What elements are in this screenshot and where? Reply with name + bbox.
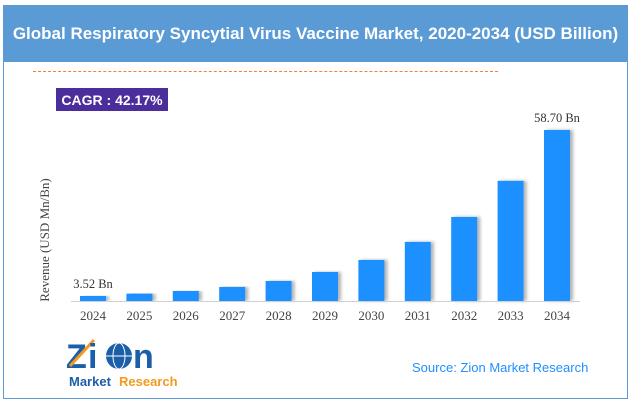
chart-frame — [3, 5, 628, 399]
bar-2025 — [126, 293, 153, 301]
bar-2029 — [312, 271, 338, 301]
data-label-2024: 3.52 Bn — [73, 277, 113, 291]
x-tick-label: 2026 — [173, 308, 200, 323]
svg-text:n: n — [133, 338, 154, 376]
x-tick-label: 2031 — [405, 308, 431, 323]
x-tick-label: 2025 — [126, 308, 152, 323]
x-tick-label: 2024 — [80, 308, 107, 323]
bar-2031 — [404, 241, 431, 301]
svg-text:Market: Market — [69, 374, 112, 389]
data-label-2034: 58.70 Bn — [534, 111, 581, 125]
x-tick-label: 2027 — [219, 308, 246, 323]
bar-2034 — [544, 130, 570, 301]
x-tick-label: 2030 — [358, 308, 384, 323]
bar-2030 — [358, 259, 385, 301]
bar-2027 — [219, 287, 246, 301]
x-tick-label: 2029 — [312, 308, 338, 323]
bar-2032 — [451, 216, 478, 301]
x-tick-label: 2034 — [544, 308, 571, 323]
svg-text:i: i — [88, 338, 97, 376]
bar-2026 — [172, 291, 199, 301]
x-tick-label: 2033 — [498, 308, 524, 323]
x-tick-label: 2028 — [266, 308, 292, 323]
x-tick-label: 2032 — [451, 308, 477, 323]
svg-text:Research: Research — [119, 374, 178, 389]
cagr-badge: CAGR : 42.17% — [56, 88, 168, 111]
source-text: Source: Zion Market Research — [412, 360, 589, 375]
bar-2028 — [265, 280, 292, 301]
zion-logo: Z i n Market Research — [64, 334, 180, 390]
bar-2033 — [497, 180, 524, 301]
bar-2024 — [80, 296, 106, 301]
chart-title: Global Respiratory Syncytial Virus Vacci… — [4, 6, 627, 62]
dashed-divider — [33, 71, 498, 72]
